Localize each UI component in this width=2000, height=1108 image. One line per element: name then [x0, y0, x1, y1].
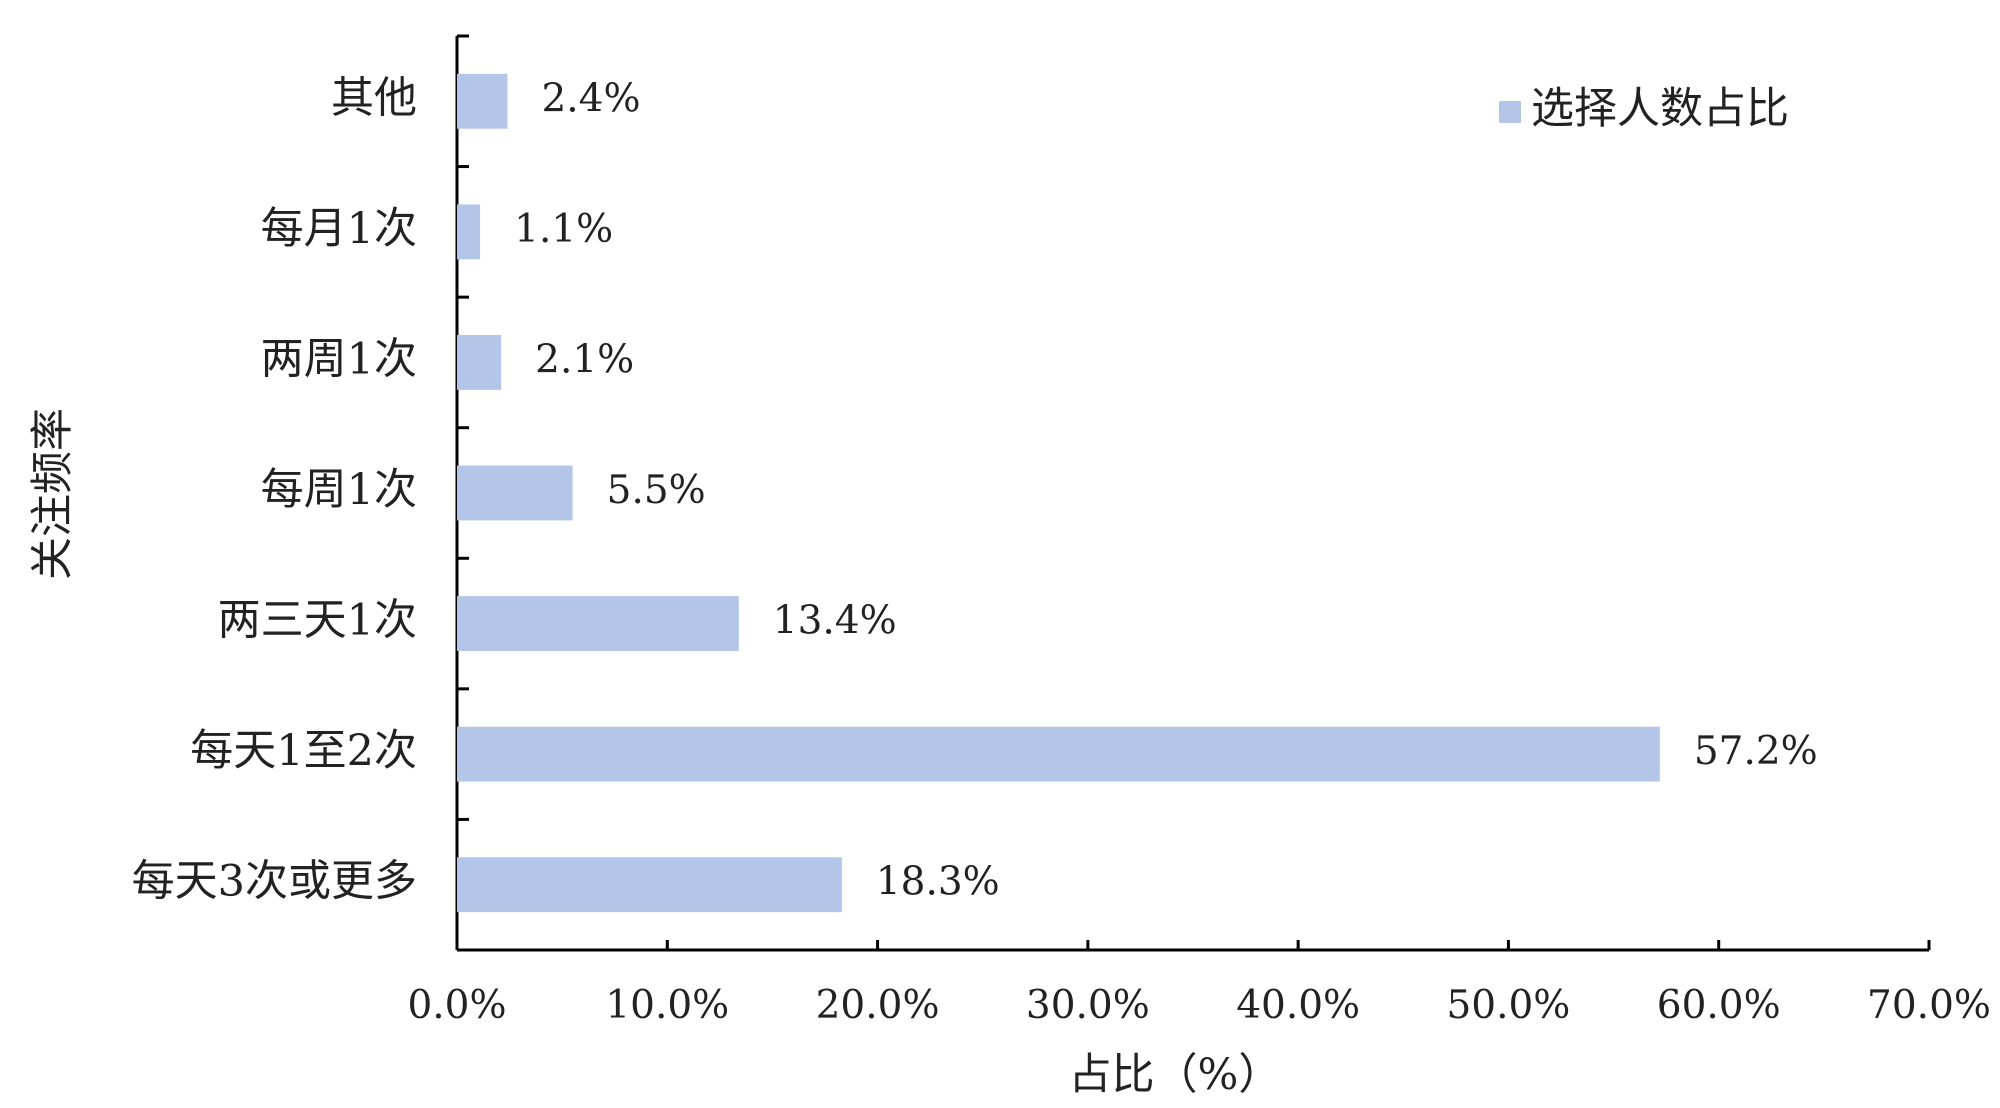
bar — [457, 726, 1660, 782]
legend-label: 选择人数占比 — [1531, 84, 1789, 134]
x-tick-label: 70.0% — [1867, 983, 1991, 1028]
y-tick-label: 每天3次或更多 — [132, 857, 417, 907]
value-label: 18.3% — [876, 860, 1000, 905]
value-label: 2.1% — [535, 337, 634, 382]
value-label: 2.4% — [541, 76, 640, 121]
x-tick-label: 10.0% — [605, 983, 729, 1028]
x-axis-label: 占比（%） — [1069, 1050, 1282, 1100]
value-label: 1.1% — [514, 207, 613, 252]
y-tick-label: 每月1次 — [261, 204, 417, 254]
y-tick-label: 两三天1次 — [218, 596, 417, 646]
bar — [457, 335, 502, 390]
value-label: 13.4% — [773, 599, 897, 644]
x-tick-label: 60.0% — [1657, 983, 1781, 1028]
y-tick-label: 其他 — [331, 73, 417, 123]
bar — [457, 73, 508, 129]
x-tick-label: 50.0% — [1446, 983, 1570, 1028]
value-label: 5.5% — [607, 468, 706, 513]
x-tick-label: 20.0% — [816, 983, 940, 1028]
bar — [457, 204, 481, 260]
legend-swatch — [1499, 101, 1521, 123]
bar — [457, 465, 573, 521]
x-tick-label: 40.0% — [1236, 983, 1360, 1028]
value-label: 57.2% — [1694, 729, 1818, 774]
y-tick-label: 两周1次 — [261, 334, 417, 384]
y-tick-label: 每周1次 — [261, 465, 417, 515]
bar — [457, 596, 739, 651]
bar — [457, 857, 842, 913]
x-tick-label: 0.0% — [407, 983, 506, 1028]
y-tick-label: 每天1至2次 — [190, 726, 417, 776]
x-tick-label: 30.0% — [1026, 983, 1150, 1028]
y-axis-label: 关注频率 — [28, 408, 78, 580]
